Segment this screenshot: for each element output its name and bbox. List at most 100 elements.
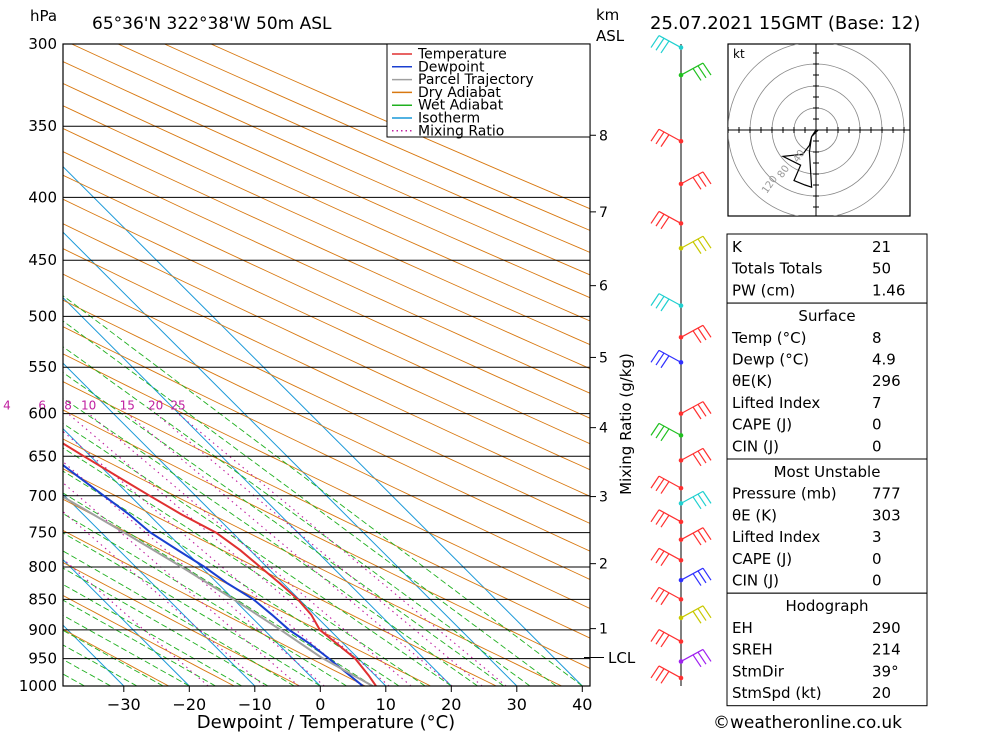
- wet-adiabat-line: [63, 532, 321, 686]
- pressure-tick-label: 550: [28, 358, 57, 376]
- hodograph-unit: kt: [733, 47, 745, 61]
- index-label: Pressure (mb): [732, 485, 837, 503]
- isotherm-line: [63, 624, 125, 686]
- index-value: 214: [872, 641, 901, 659]
- index-label: EH: [732, 619, 753, 637]
- pressure-tick-label: 300: [28, 35, 57, 53]
- x-tick-label: −20: [172, 695, 206, 714]
- surface-title: Surface: [798, 307, 855, 325]
- mixing-ratio-line: [63, 461, 325, 686]
- dry-adiabat-line: [63, 151, 590, 394]
- wind-barb: [678, 605, 712, 624]
- index-label: CIN (J): [732, 572, 779, 590]
- km-tick-label: 1: [599, 622, 608, 638]
- index-label: StmSpd (kt): [732, 684, 822, 702]
- wet-adiabat-line: [63, 470, 400, 686]
- isotherm-line: [63, 231, 518, 686]
- dry-adiabat-line: [117, 44, 590, 253]
- wind-barb: [678, 62, 712, 81]
- legend-label: Parcel Trajectory: [418, 72, 534, 88]
- index-tables: K 21 Totals Totals 50 PW (cm) 1.46 Surface Temp…: [726, 233, 928, 707]
- mixing-ratio-line: [155, 413, 483, 686]
- km-tick-label: 4: [599, 421, 608, 437]
- wet-adiabat-line: [63, 550, 295, 686]
- wind-barb: [650, 210, 684, 230]
- plot-frame: [62, 43, 591, 687]
- surface-box: [726, 302, 928, 460]
- wind-barb-dot: [678, 360, 684, 365]
- isotherm-line: [63, 296, 452, 686]
- dry-adiabat-line: [63, 174, 590, 419]
- legend-label: Wet Adiabat: [418, 98, 504, 114]
- index-value: 4.9: [872, 351, 896, 369]
- x-tick-label: 10: [376, 695, 396, 714]
- asl-unit-label: ASL: [596, 27, 625, 45]
- km-tick-label: 5: [599, 350, 608, 366]
- wind-barb-dot: [678, 433, 684, 438]
- index-value: 0: [872, 572, 882, 590]
- wind-barb: [678, 447, 712, 467]
- background-lines: [63, 44, 590, 686]
- wind-barb-dot: [678, 72, 684, 78]
- pressure-tick-label: 350: [28, 117, 57, 135]
- mixing-ratio-label: 25: [170, 399, 185, 413]
- wet-adiabat-line: [63, 614, 190, 686]
- wind-barb: [650, 547, 684, 567]
- legend-box: [386, 43, 591, 138]
- x-tick-label: 20: [441, 695, 461, 714]
- wind-barb-dot: [678, 675, 684, 681]
- index-label: Totals Totals: [731, 260, 823, 278]
- index-label: CIN (J): [732, 437, 779, 455]
- wind-barb: [650, 665, 684, 684]
- wind-barb-dot: [678, 615, 684, 621]
- pressure-tick-label: 850: [28, 590, 57, 608]
- dry-adiabat-line: [63, 82, 590, 322]
- index-label: Lifted Index: [732, 394, 820, 412]
- wind-barb: [650, 629, 684, 648]
- wind-barb: [678, 235, 712, 254]
- dry-adiabat-line: [63, 105, 590, 346]
- km-tick-label: 8: [599, 128, 608, 144]
- location-title: 65°36'N 322°38'W 50m ASL: [92, 14, 332, 34]
- wet-adiabat-line: [63, 629, 164, 686]
- index-value: 50: [872, 260, 891, 278]
- wind-barb-dot: [678, 659, 684, 664]
- pressure-tick-label: 600: [28, 405, 57, 423]
- x-tick-label: 0: [315, 695, 325, 714]
- dry-adiabat-line: [63, 409, 590, 669]
- wet-adiabat-line: [63, 320, 557, 686]
- wind-barb: [650, 586, 684, 606]
- wind-barb-dot: [678, 558, 684, 563]
- isotherm-line: [63, 493, 256, 686]
- hodograph-indices-box: [726, 592, 928, 707]
- wind-barb-dot: [678, 221, 684, 226]
- mixing-ratio-label: 15: [120, 399, 135, 413]
- x-tick-label: −30: [107, 695, 141, 714]
- index-value: 0: [872, 437, 882, 455]
- index-value: 8: [872, 329, 882, 347]
- legend-label: Temperature: [417, 47, 507, 63]
- pressure-tick-label: 650: [28, 447, 57, 465]
- mixing-ratio-label: 10: [81, 399, 96, 413]
- dry-adiabat-line: [63, 468, 497, 686]
- index-value: 0: [872, 416, 882, 434]
- index-value: 21: [872, 238, 891, 256]
- dry-adiabat-line: [164, 44, 590, 231]
- pressure-tick-label: 1000: [19, 677, 57, 695]
- wind-barb-dot: [678, 577, 684, 583]
- mixing-ratio-axis-label: Mixing Ratio (g/kg): [617, 353, 635, 495]
- x-axis-label: Dewpoint / Temperature (°C): [197, 712, 455, 733]
- mixing-ratio-label: 4: [3, 399, 11, 413]
- mixing-ratio-labels: 12346810152025: [3, 399, 186, 413]
- wet-adiabat-line: [63, 346, 531, 686]
- index-value: 1.46: [872, 281, 905, 299]
- wind-barb-dot: [678, 303, 684, 308]
- wind-barb-dot: [678, 411, 684, 416]
- dewpoint-line: [63, 463, 364, 686]
- pressure-tick-label: 900: [28, 621, 57, 639]
- wind-barb-dot: [678, 597, 684, 602]
- wet-adiabat-line: [63, 372, 504, 686]
- wind-barb: [678, 648, 712, 668]
- wind-barb-dot: [678, 458, 684, 463]
